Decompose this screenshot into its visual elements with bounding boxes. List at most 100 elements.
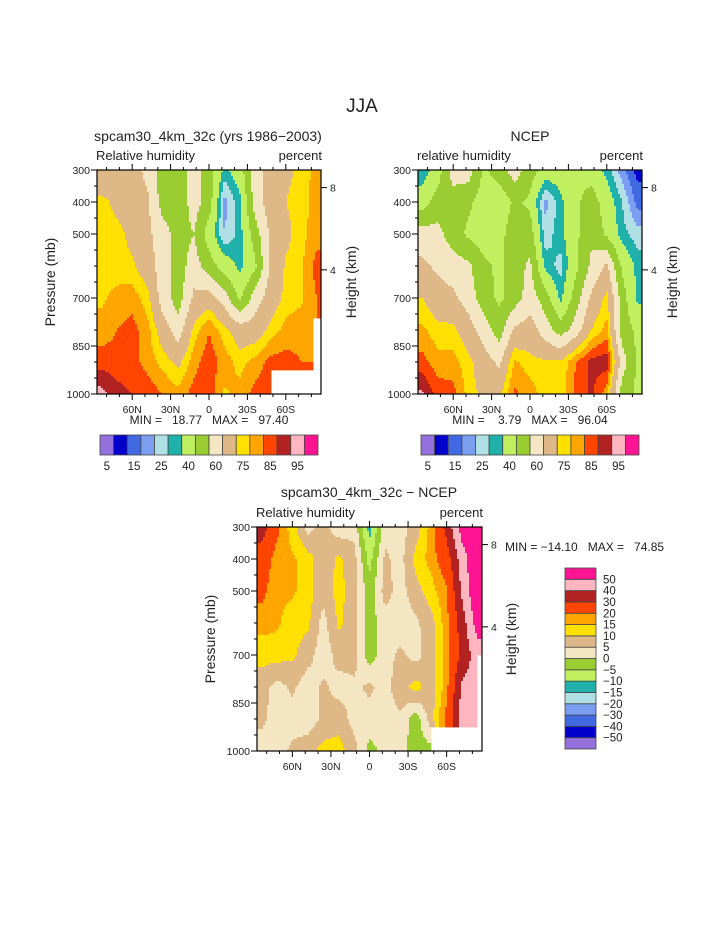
contour-cell: [187, 264, 202, 267]
contour-cell: [580, 230, 605, 233]
contour-cell: [371, 683, 392, 686]
contour-cell: [421, 527, 430, 530]
contour-cell: [504, 266, 527, 269]
contour-cell: [361, 549, 366, 552]
contour-cell: [151, 232, 172, 235]
contour-cell: [618, 192, 627, 195]
contour-cell: [608, 392, 611, 395]
contour-cell: [221, 210, 224, 213]
contour-cell: [574, 380, 589, 383]
contour-cell: [269, 633, 306, 636]
contour-cell: [205, 226, 216, 229]
contour-cell: [421, 627, 436, 630]
contour-cell: [634, 340, 643, 343]
contour-cell: [458, 298, 477, 301]
contour-cell: [459, 635, 468, 638]
contour-cell: [97, 380, 118, 383]
contour-cell: [592, 250, 609, 253]
contour-cell: [534, 232, 541, 235]
contour-cell: [155, 354, 168, 357]
contour-cell: [257, 284, 268, 287]
contour-cell: [474, 370, 509, 373]
contour-cell: [97, 308, 146, 311]
contour-cell: [309, 216, 322, 219]
contour-cell: [456, 184, 481, 187]
contour-cell: [229, 278, 250, 281]
contour-cell: [157, 284, 172, 287]
contour-cell: [622, 346, 637, 349]
contour-cell: [255, 288, 266, 291]
contour-cell: [622, 242, 635, 245]
contour-cell: [365, 649, 378, 652]
contour-cell: [470, 178, 481, 181]
contour-cell: [443, 577, 454, 580]
contour-cell: [187, 260, 200, 263]
contour-cell: [490, 354, 505, 357]
contour-cell: [455, 683, 462, 686]
contour-cell: [269, 238, 292, 241]
contour-cell: [572, 290, 583, 293]
contour-cell: [167, 222, 192, 225]
contour-cell: [467, 637, 478, 640]
contour-cell: [157, 360, 172, 363]
contour-cell: [159, 390, 190, 393]
contour-cell: [195, 238, 206, 241]
contour-cell: [97, 178, 144, 181]
contour-cell: [377, 645, 422, 648]
contour-cell: [552, 302, 571, 305]
contour-cell: [257, 603, 288, 606]
contour-cell: [235, 372, 242, 375]
contour-cell: [620, 304, 629, 307]
contour-cell: [544, 190, 549, 193]
contour-cell: [393, 675, 436, 678]
contour-cell: [536, 200, 541, 203]
contour-cell: [443, 677, 450, 680]
contour-cell: [151, 336, 160, 339]
contour-cell: [405, 539, 418, 542]
contour-cell: [418, 210, 471, 213]
contour-cell: [109, 292, 138, 295]
contour-cell: [303, 294, 318, 297]
contour-cell: [544, 232, 555, 235]
contour-cell: [257, 581, 270, 584]
contour-cell: [538, 218, 543, 221]
x-tick-label: 30S: [559, 404, 578, 416]
contour-cell: [183, 292, 194, 295]
contour-cell: [105, 300, 142, 303]
contour-cell: [249, 320, 272, 323]
contour-cell: [574, 284, 585, 287]
contour-cell: [235, 368, 244, 371]
contour-cell: [407, 535, 420, 538]
contour-cell: [205, 238, 218, 241]
contour-cell: [267, 342, 314, 345]
contour-cell: [614, 352, 619, 355]
contour-cell: [496, 336, 503, 339]
contour-cell: [440, 276, 475, 279]
contour-cell: [193, 346, 206, 349]
contour-cell: [570, 328, 583, 331]
contour-cell: [173, 334, 182, 337]
contour-cell: [187, 348, 194, 351]
contour-cell: [449, 629, 458, 632]
contour-cell: [317, 645, 332, 648]
contour-cell: [550, 296, 559, 299]
contour-cell: [418, 356, 427, 359]
contour-cell: [476, 196, 509, 199]
contour-cell: [213, 176, 222, 179]
contour-cell: [530, 188, 541, 191]
contour-cell: [97, 364, 142, 367]
contour-cell: [357, 611, 366, 614]
contour-cell: [97, 280, 144, 283]
contour-cell: [163, 216, 190, 219]
contour-cell: [263, 364, 314, 367]
contour-cell: [307, 236, 322, 239]
contour-cell: [375, 541, 382, 544]
contour-cell: [321, 681, 328, 684]
contour-cell: [257, 683, 274, 686]
contour-cell: [580, 204, 601, 207]
contour-cell: [231, 332, 264, 335]
contour-cell: [465, 619, 474, 622]
colorbar-label: 25: [476, 461, 489, 473]
contour-cell: [634, 198, 643, 201]
contour-cell: [464, 390, 479, 393]
